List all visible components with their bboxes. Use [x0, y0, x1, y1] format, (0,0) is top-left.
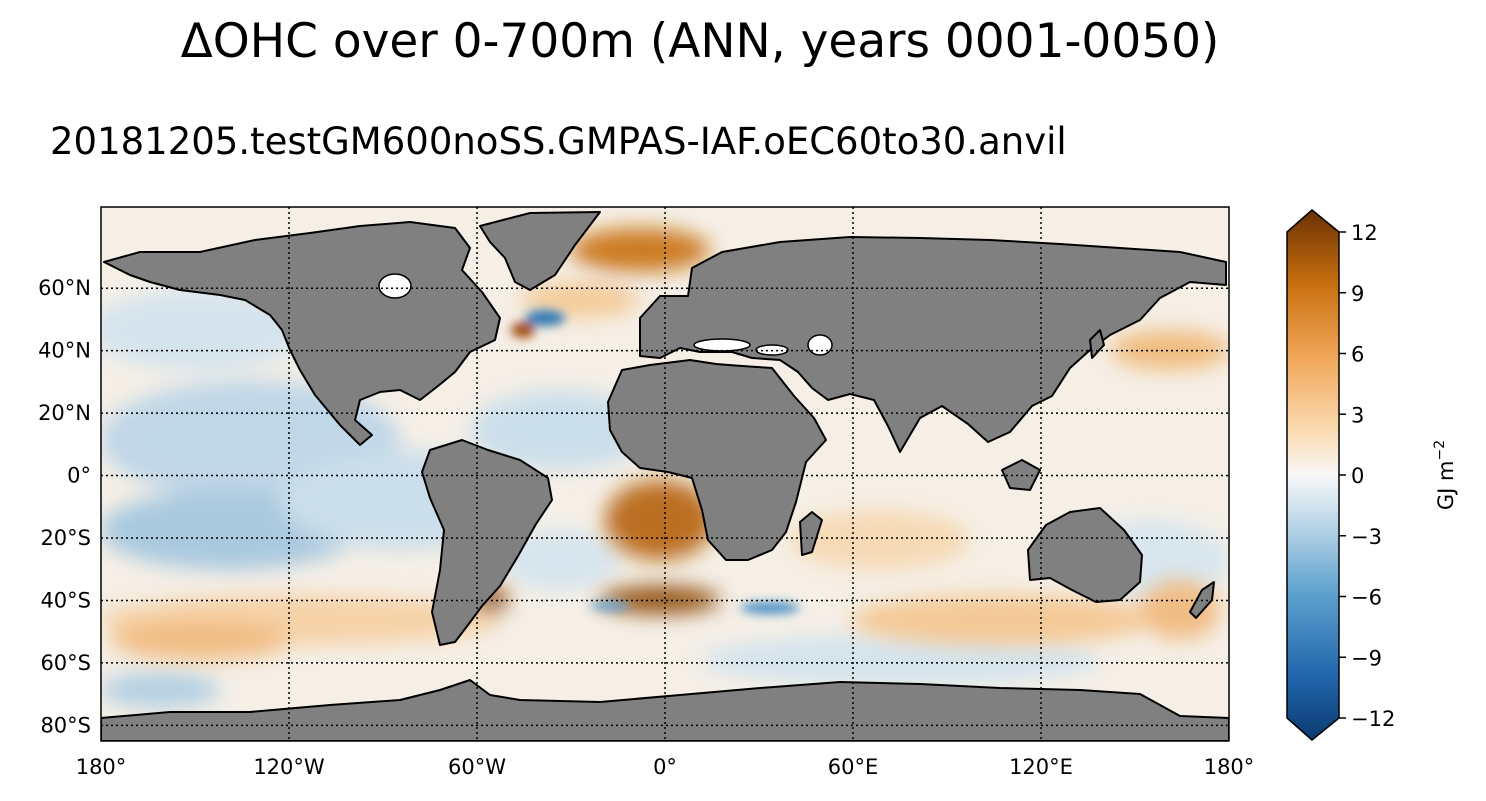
colorbar-body: [1286, 209, 1340, 741]
colorbar-tick-label: −9: [1351, 646, 1382, 670]
lon-tick-label: 60°W: [448, 755, 506, 779]
inland-seas: [378, 273, 833, 356]
colorbar-tick-label: 0: [1351, 464, 1364, 488]
lat-tick-label: 80°S: [40, 713, 91, 737]
colorbar-tick-label: 9: [1351, 282, 1364, 306]
land-africa: [607, 359, 827, 561]
land-eurasia: [639, 236, 1227, 453]
colorbar-label: GJ m−2: [1432, 440, 1458, 510]
land-madagascar: [799, 511, 823, 556]
land-south-america: [421, 439, 553, 646]
colorbar-tick-label: −12: [1351, 707, 1395, 731]
map-frame: [100, 206, 1230, 742]
lon-tick-label: 120°E: [1009, 755, 1073, 779]
colorbar-tick-label: −3: [1351, 525, 1382, 549]
colorbar-ticks: 12 9 6 3 0 −3 −6 −9 −12: [1339, 221, 1395, 731]
lat-tick-label: 0°: [67, 464, 91, 488]
colorbar-tick-label: 6: [1351, 343, 1364, 367]
lon-tick-label: 180°: [76, 755, 127, 779]
land-japan: [1089, 329, 1105, 359]
land-australia: [1027, 507, 1143, 603]
colorbar-tick-label: 3: [1351, 403, 1364, 427]
lon-tick-label: 60°E: [828, 755, 879, 779]
chart-subtitle: 20181205.testGM600noSS.GMPAS-IAF.oEC60to…: [50, 120, 1067, 163]
gridlines: [101, 207, 1229, 741]
lat-tick-label: 60°S: [40, 651, 91, 675]
chart-title: ΔOHC over 0-700m (ANN, years 0001-0050): [180, 14, 1220, 69]
lat-tick-label: 60°N: [38, 276, 91, 300]
lon-tick-labels: 180° 120°W 60°W 0° 60°E 120°E 180°: [76, 755, 1255, 779]
lat-tick-label: 40°N: [38, 339, 91, 363]
lat-tick-label: 40°S: [40, 588, 91, 612]
colorbar-tick-label: 12: [1351, 221, 1378, 245]
land-greenland: [479, 211, 601, 291]
lat-tick-label: 20°N: [38, 401, 91, 425]
lon-tick-label: 180°: [1204, 755, 1255, 779]
colorbar: 12 9 6 3 0 −3 −6 −9 −12 GJ m−2: [1286, 209, 1458, 741]
lon-tick-label: 0°: [653, 755, 677, 779]
lat-tick-label: 20°S: [40, 526, 91, 550]
lon-tick-label: 120°W: [253, 755, 325, 779]
colorbar-tick-label: −6: [1351, 586, 1382, 610]
lat-tick-labels: 60°N 40°N 20°N 0° 20°S 40°S 60°S 80°S: [38, 276, 91, 737]
